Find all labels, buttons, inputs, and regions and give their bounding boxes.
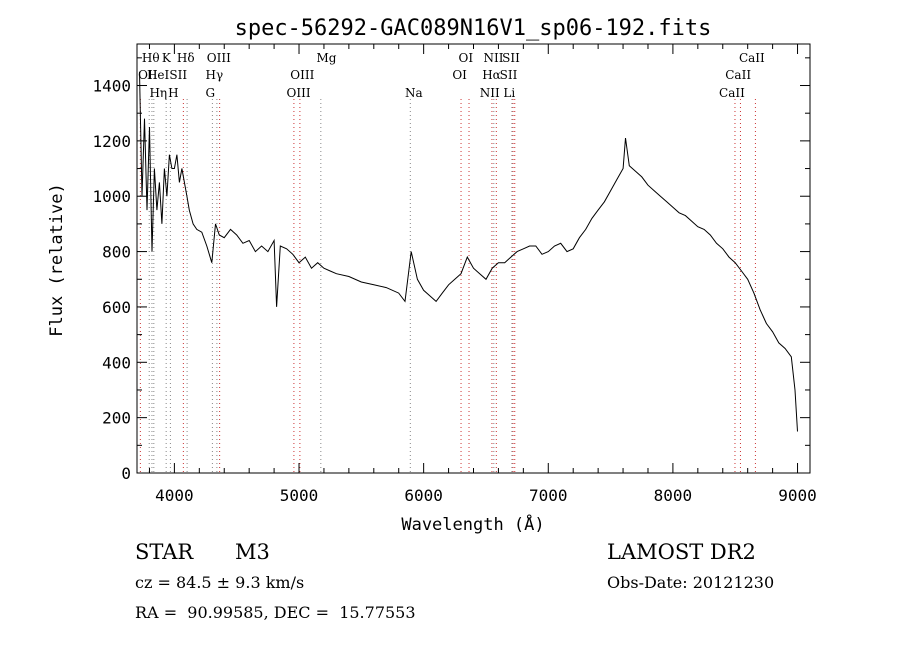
spectral-line-label: Hδ: [177, 51, 195, 65]
y-tick-label: 400: [102, 353, 131, 372]
x-axis-ticks: 4000 5000 6000 7000 8000 9000: [148, 44, 817, 505]
y-axis-ticks: 0 200 400 600 800 1000 1200 1400: [92, 57, 810, 483]
spectral-line-label: G: [206, 86, 216, 100]
x-tick-label: 5000: [280, 486, 319, 505]
spectral-line-label: HeI: [147, 68, 170, 82]
spectral-line-label: NII: [483, 51, 503, 65]
spectral-line-label: OI: [452, 68, 467, 82]
observation-date: Obs-Date: 20121230: [607, 573, 775, 592]
y-tick-label: 1000: [92, 187, 131, 206]
survey-name: LAMOST DR2: [607, 540, 756, 564]
chart-title: spec-56292-GAC089N16V1_sp06-192.fits: [235, 16, 712, 41]
spectral-line-label: Na: [405, 86, 423, 100]
spectral-line-label: NII: [480, 86, 500, 100]
spectral-line-label: Hη: [149, 86, 167, 100]
spectral-line-label: SII: [169, 68, 187, 82]
coordinates: RA = 90.99585, DEC = 15.77553: [135, 603, 416, 622]
x-axis-label: Wavelength (Å): [401, 513, 544, 535]
spectral-line-label: CaII: [739, 51, 765, 65]
y-tick-label: 600: [102, 298, 131, 317]
spectral-line-label: Hγ: [206, 68, 224, 82]
y-tick-label: 200: [102, 409, 131, 428]
x-tick-label: 4000: [155, 486, 194, 505]
y-tick-label: 0: [121, 464, 131, 483]
spectral-line-label: OII: [138, 68, 158, 82]
plot-frame: [136, 43, 811, 474]
spectral-line-label: Hα: [482, 68, 501, 82]
spectral-line-label: OIII: [207, 51, 231, 65]
spectral-line-label: SII: [500, 68, 518, 82]
spectral-line-label: OIII: [287, 86, 311, 100]
spectral-line-label: Li: [503, 86, 515, 100]
y-tick-label: 1200: [92, 132, 131, 151]
spectral-line-label: H: [168, 86, 178, 100]
spectral-line-label: Hθ: [142, 51, 160, 65]
spectral-line-label: CaII: [719, 86, 745, 100]
spectral-line-label: CaII: [725, 68, 751, 82]
spectral-line-label: Mg: [316, 51, 336, 65]
spectral-line-label: SII: [502, 51, 520, 65]
x-tick-label: 9000: [778, 486, 817, 505]
spectral-line-label: OI: [459, 51, 474, 65]
y-tick-label: 800: [102, 243, 131, 262]
x-tick-label: 8000: [654, 486, 693, 505]
object-class: STAR: [135, 540, 194, 564]
spectrum-series-line: [139, 71, 798, 432]
object-subclass: M3: [235, 540, 270, 564]
spectral-line-label: K: [162, 51, 172, 65]
y-axis-label: Flux (relative): [47, 183, 67, 337]
redshift-velocity: cz = 84.5 ± 9.3 km/s: [135, 573, 305, 592]
spectral-line-label: OIII: [290, 68, 314, 82]
y-tick-label: 1400: [92, 77, 131, 96]
x-tick-label: 6000: [404, 486, 443, 505]
x-tick-label: 7000: [529, 486, 568, 505]
